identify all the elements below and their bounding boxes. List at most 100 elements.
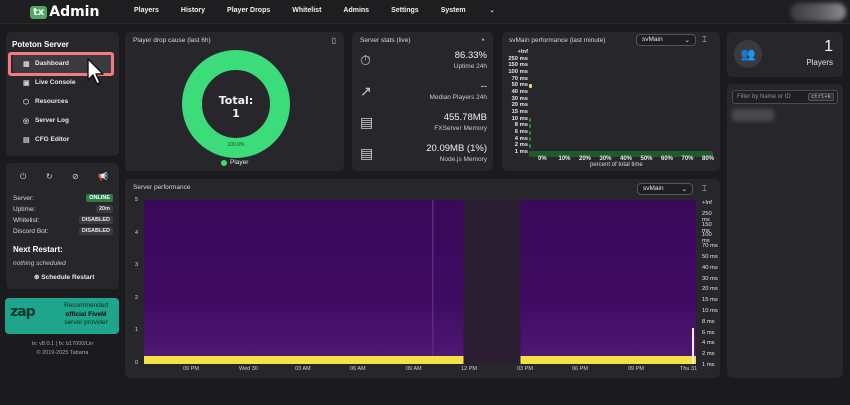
- menu-server-log-label: Server Log: [35, 117, 69, 124]
- nav-whitelist[interactable]: Whitelist: [292, 7, 322, 14]
- perf-thread-select[interactable]: svMain ⌄: [637, 183, 693, 195]
- stat-uptime: ⏱ 86.33% Uptime 24h: [352, 48, 493, 76]
- svmain-bucket-label: 30 ms: [511, 95, 528, 102]
- heatmap-baseline-2: [520, 356, 696, 364]
- stat-uptime-label: Uptime 24h: [453, 63, 487, 70]
- user-avatar[interactable]: [790, 3, 846, 21]
- zap-hosting-ad[interactable]: zap Recommended official FiveM server pr…: [5, 298, 119, 334]
- next-restart-title: Next Restart:: [13, 245, 63, 254]
- donut-slice-player: [182, 50, 290, 158]
- perf-x-tick: 09 AM: [406, 366, 422, 372]
- svmain-bucket-label: 6 ms: [514, 128, 528, 135]
- donut-total-value: 1: [232, 107, 240, 120]
- terminal-icon: ▣: [23, 79, 30, 87]
- svmain-bar: [529, 117, 531, 122]
- menu-server-log[interactable]: ◎ Server Log: [13, 111, 113, 130]
- nav-system[interactable]: System ⌄: [441, 7, 517, 14]
- svmain-bucket-label: 150 ms: [508, 62, 528, 69]
- stat-nodemem-label: Node.js Memory: [439, 156, 487, 163]
- status-row-server: Server: ONLINE: [13, 194, 113, 202]
- perf-y-left-tick: 0: [135, 359, 139, 366]
- perf-y-left-tick: 4: [135, 229, 139, 236]
- heatmap-tail: [692, 328, 694, 364]
- app-logo[interactable]: tx Admin: [30, 4, 99, 20]
- perf-y-right-tick: 1 ms: [702, 362, 715, 368]
- perf-y-right-tick: 15 ms: [702, 297, 718, 304]
- chart-icon[interactable]: ⌶: [702, 184, 707, 193]
- player-drop-donut: [182, 50, 290, 158]
- players-label: Players: [806, 58, 833, 67]
- perf-y-right-tick: 70 ms: [702, 243, 718, 250]
- svmain-bucket-label: 2 ms: [514, 142, 528, 149]
- perf-y-left-tick: 3: [135, 262, 139, 268]
- svmain-bar: [529, 84, 533, 89]
- file-edit-icon: ▤: [23, 136, 30, 144]
- stat-fxmem-label: FXServer Memory: [434, 125, 487, 132]
- restart-icon[interactable]: ↻: [46, 172, 53, 181]
- perf-x-tick: Thu 31: [680, 366, 698, 372]
- svmain-perf-card: svMain performance (last minute) svMain ⌄…: [502, 32, 720, 171]
- status-row-discord: Discord Bot: DISABLED: [13, 227, 113, 235]
- perf-heatmap: [144, 200, 696, 364]
- menu-cfg-editor-label: CFG Editor: [35, 136, 70, 143]
- svmain-thread-select[interactable]: svMain ⌄: [636, 34, 696, 46]
- nav-history[interactable]: History: [180, 7, 206, 14]
- player-list-item[interactable]: [732, 109, 774, 121]
- players-count-card: 👥 1 Players: [727, 32, 843, 77]
- perf-y-right-tick: 8 ms: [702, 318, 715, 325]
- stat-fxmem-value: 455.78MB: [443, 112, 487, 123]
- stat-median-label: Median Players 24h: [429, 94, 487, 101]
- player-filter-input[interactable]: Filter by Name or ID ctrl+k: [732, 90, 838, 104]
- server-stats-card: Server stats (live) ◔ ⏱ 86.33% Uptime 24…: [352, 32, 493, 171]
- announce-icon[interactable]: 📢: [98, 172, 108, 181]
- chevron-down-icon: ⌄: [489, 8, 495, 14]
- zap-line-2: official FiveM: [65, 310, 107, 318]
- menu-resources[interactable]: ⬡ Resources: [13, 92, 113, 111]
- heatmap-baseline-1: [144, 356, 464, 364]
- perf-y-right-tick: 6 ms: [702, 329, 715, 336]
- perf-x-tick: 03 AM: [295, 366, 311, 372]
- power-off-icon[interactable]: ⏻: [20, 172, 27, 181]
- kick-all-icon[interactable]: ⊘: [72, 172, 79, 181]
- nav-player-drops[interactable]: Player Drops: [227, 7, 271, 14]
- zap-logo: zap: [10, 304, 36, 320]
- status-row-uptime: Uptime: 20m: [13, 205, 113, 213]
- book-icon[interactable]: ▯: [331, 36, 336, 45]
- menu-cfg-editor[interactable]: ▤ CFG Editor: [13, 130, 113, 149]
- logo-text: Admin: [49, 4, 100, 20]
- status-whitelist-label: Whitelist:: [13, 216, 40, 224]
- nav-admins[interactable]: Admins: [343, 7, 370, 14]
- nav-settings[interactable]: Settings: [391, 7, 419, 14]
- perf-y-left-tick: 1: [135, 327, 139, 333]
- heatmap-block-3: [520, 200, 696, 364]
- schedule-restart-label: Schedule Restart: [41, 274, 95, 281]
- stat-median-value: --: [480, 81, 487, 92]
- svmain-x-tick: 80%: [702, 156, 715, 162]
- nav-players[interactable]: Players: [134, 7, 159, 14]
- perf-x-tick: 09 PM: [183, 366, 199, 372]
- chevron-down-icon: ⌄: [684, 37, 690, 44]
- heatmap-offline-gap: [463, 200, 521, 364]
- perf-y-right-tick: 150 ms: [702, 221, 712, 234]
- legend-player-label: Player: [230, 159, 249, 166]
- svmain-bucket-label: 4 ms: [514, 135, 528, 142]
- perf-y-right-tick: 20 ms: [702, 286, 718, 293]
- stat-median-players: ↗ -- Median Players 24h: [352, 79, 493, 107]
- next-restart-value: nothing scheduled: [13, 260, 66, 267]
- svmain-bar: [529, 124, 531, 129]
- perf-y-right-tick: 250 ms: [702, 210, 712, 223]
- menu-live-console[interactable]: ▣ Live Console: [13, 73, 113, 92]
- menu-resources-label: Resources: [35, 98, 69, 105]
- chevron-down-icon: ⌄: [681, 186, 687, 193]
- svmain-x-tick: 30%: [599, 156, 612, 162]
- svmain-bucket-label: 100 ms: [508, 68, 528, 75]
- chart-icon[interactable]: ⌶: [702, 35, 707, 44]
- server-perf-card: Server performance svMain ⌄ ⌶ 5 4 3 2 1 0 +Inf…: [125, 179, 720, 378]
- perf-x-tick: 06 PM: [572, 366, 588, 372]
- schedule-restart-button[interactable]: ⊕ Schedule Restart: [34, 273, 94, 281]
- nav-system-label: System: [440, 7, 466, 14]
- svmain-bar: [529, 130, 531, 135]
- perf-x-tick: 09 PM: [628, 366, 644, 372]
- server-stats-title: Server stats (live): [360, 37, 411, 44]
- status-discord-badge: DISABLED: [78, 227, 113, 235]
